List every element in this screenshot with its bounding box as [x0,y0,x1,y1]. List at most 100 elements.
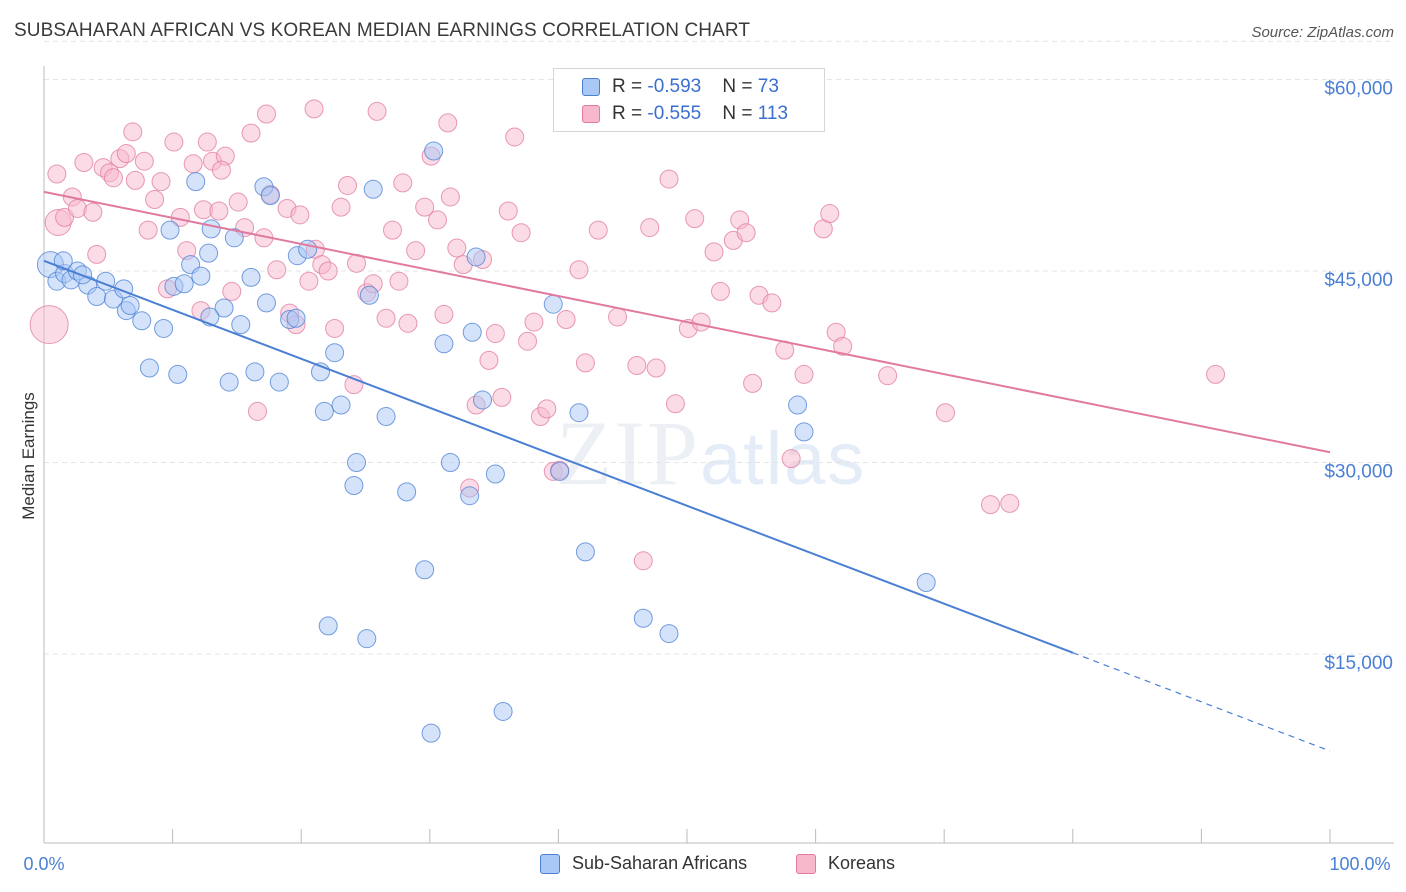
data-point [505,127,525,147]
data-point [299,271,319,291]
data-point [428,210,448,230]
trend-line-koreans [43,190,1331,454]
data-point [154,318,174,338]
trend-line-subsaharan-extension [1072,652,1331,752]
data-point [659,624,679,644]
data-point [460,486,480,506]
data-point [145,190,165,210]
bottom-legend-label-koreans: Koreans [828,853,896,873]
data-point [245,362,265,382]
data-point [116,144,136,164]
data-point [479,350,499,370]
data-point [389,271,409,291]
data-point [139,358,159,378]
data-point [83,202,103,222]
y-tick-label: $60,000 [1324,79,1393,100]
series-subsaharan-points [36,141,936,743]
data-point [318,616,338,636]
data-point [543,294,563,314]
data-point [376,407,396,427]
data-point [640,218,660,238]
data-point [493,701,513,721]
data-point [646,358,666,378]
data-point [138,220,158,240]
data-point [53,251,73,271]
data-point [318,261,338,281]
data-point [466,247,486,267]
data-point [434,334,454,354]
data-point [376,308,396,328]
data-point [260,186,280,206]
x-tick-label-min: 0.0% [23,854,64,874]
data-point [762,293,782,313]
data-point [398,313,418,333]
data-point [214,298,234,318]
data-point [363,179,383,199]
data-point [397,482,417,502]
data-point [685,209,705,229]
data-point [511,223,531,243]
tick-labels: $15,000 $30,000 $45,000 $60,000 0.0% 100.0% [23,79,1393,875]
legend-r-value: -0.593 [647,76,702,97]
data-point [524,312,544,332]
legend-r-label: R = [612,103,648,124]
data-point [935,403,955,423]
data-point [878,366,898,386]
data-point [224,228,244,248]
data-point [174,274,194,294]
data-point [794,422,814,442]
data-point [421,723,441,743]
data-point [290,205,310,225]
data-point [440,187,460,207]
data-point [151,172,171,192]
data-point [447,238,467,258]
data-point [346,453,366,472]
y-tick-label: $30,000 [1324,462,1393,483]
data-point [125,170,145,190]
data-point [415,560,435,580]
bottom-legend-label-subsaharan: Sub-Saharan Africans [572,853,748,873]
data-point [980,495,1000,515]
data-point [704,242,724,262]
data-point [498,201,518,221]
data-points [29,99,1226,743]
data-point [492,387,512,407]
y-tick-label: $15,000 [1324,653,1393,674]
data-point [325,343,345,363]
data-point [473,390,493,410]
data-point [267,260,287,280]
data-point [393,173,413,193]
data-point [123,122,143,142]
legend-stats-koreans: R = -0.555 N = 113 [612,103,788,125]
data-point [219,372,239,392]
data-point [415,197,435,217]
data-point [633,608,653,628]
data-point [256,104,276,124]
data-point [87,244,107,264]
data-point [518,331,538,351]
data-point [550,461,570,481]
data-point [201,219,221,239]
data-point [691,312,711,332]
source-credit: Source: ZipAtlas.com [1251,24,1394,41]
bottom-legend-swatch-koreans [796,854,816,874]
data-point [228,192,248,212]
data-point [241,267,261,287]
data-point [134,151,154,171]
data-point [47,164,67,184]
legend-n-value: 113 [757,103,789,124]
legend-r-value: -0.555 [647,103,702,124]
data-point [29,305,69,345]
data-point [575,353,595,373]
data-point [575,542,595,562]
data-point [211,160,231,180]
data-point [710,281,730,301]
legend-stats-subsaharan: R = -0.593 N = 73 [612,76,779,98]
trend-lines [43,190,1331,752]
watermark: ZIPatlas [556,400,866,506]
legend-n-label: N = [722,103,758,124]
data-point [1206,364,1226,384]
data-point [314,401,334,421]
data-point [556,310,576,330]
